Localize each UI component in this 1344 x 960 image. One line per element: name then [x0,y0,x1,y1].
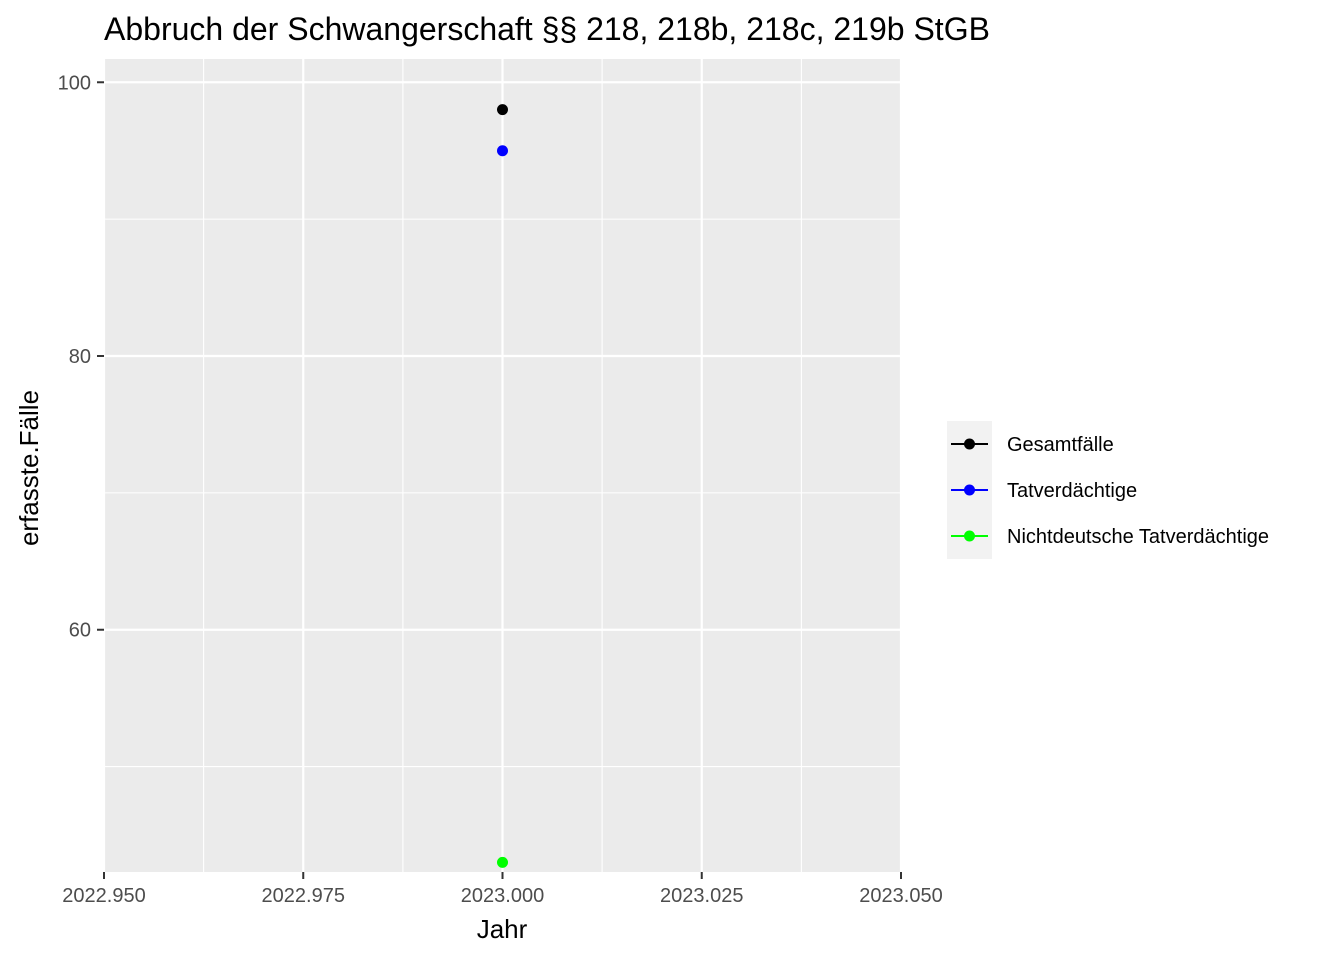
x-axis-title: Jahr [477,914,528,944]
x-tick-label: 2023.050 [859,885,942,907]
major-gridlines [102,59,903,872]
legend-key-point [964,484,975,496]
legend: Gesamtfälle Tatverdächtige Nichtdeutsche T… [947,421,1269,559]
legend-label: Gesamtfälle [1007,434,1114,456]
data-point [497,856,508,868]
x-tick-label: 2023.000 [461,885,544,907]
x-axis: 2022.950 2022.975 2023.000 2023.025 2023.050 [62,872,943,907]
y-axis: 60 80 100 [58,72,104,642]
x-tick-label: 2023.025 [660,885,743,907]
y-tick-label: 60 [69,620,91,642]
x-tick-label: 2022.950 [62,885,145,907]
y-tick-label: 100 [58,72,91,94]
legend-key-point [964,530,975,542]
legend-label: Nichtdeutsche Tatverdächtige [1007,526,1269,548]
x-tick-label: 2022.975 [262,885,345,907]
data-point [497,104,508,116]
chart-title: Abbruch der Schwangerschaft §§ 218, 218b… [104,11,990,47]
y-tick-label: 80 [69,346,91,368]
data-points [497,104,508,868]
y-axis-title: erfasste.Fälle [14,390,44,546]
legend-label: Tatverdächtige [1007,480,1137,502]
data-point [497,145,508,157]
legend-key-point [964,438,975,450]
